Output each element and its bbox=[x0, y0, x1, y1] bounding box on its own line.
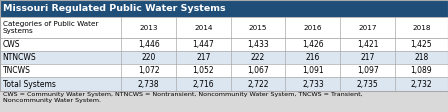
Text: 2015: 2015 bbox=[249, 25, 267, 31]
Text: Total Systems: Total Systems bbox=[3, 80, 56, 88]
Text: NTNCWS: NTNCWS bbox=[3, 53, 36, 62]
Text: 1,426: 1,426 bbox=[302, 40, 324, 49]
Text: 1,097: 1,097 bbox=[357, 66, 379, 75]
Text: 2016: 2016 bbox=[304, 25, 322, 31]
Text: 1,067: 1,067 bbox=[247, 66, 269, 75]
Bar bbox=[0, 77, 448, 91]
Text: 2,716: 2,716 bbox=[193, 80, 214, 88]
Text: 217: 217 bbox=[361, 53, 375, 62]
Text: 1,089: 1,089 bbox=[411, 66, 432, 75]
Text: 1,446: 1,446 bbox=[138, 40, 159, 49]
Bar bbox=[0, 38, 448, 51]
Bar bbox=[0, 51, 448, 64]
Bar bbox=[0, 17, 448, 38]
Text: 222: 222 bbox=[251, 53, 265, 62]
Text: 2,735: 2,735 bbox=[357, 80, 379, 88]
Text: Categories of Public Water
Systems: Categories of Public Water Systems bbox=[3, 21, 98, 34]
Text: 220: 220 bbox=[142, 53, 156, 62]
Text: 2,738: 2,738 bbox=[138, 80, 159, 88]
Text: 1,447: 1,447 bbox=[193, 40, 214, 49]
Text: 2,733: 2,733 bbox=[302, 80, 324, 88]
Text: 217: 217 bbox=[196, 53, 211, 62]
Text: 218: 218 bbox=[414, 53, 429, 62]
Bar bbox=[0, 0, 448, 17]
Text: 2017: 2017 bbox=[358, 25, 377, 31]
Text: 1,091: 1,091 bbox=[302, 66, 324, 75]
Text: TNCWS: TNCWS bbox=[3, 66, 30, 75]
Text: CWS = Community Water System, NTNCWS = Nontransient, Noncommunity Water System, : CWS = Community Water System, NTNCWS = N… bbox=[3, 92, 363, 103]
Text: 2,722: 2,722 bbox=[247, 80, 269, 88]
Text: 1,052: 1,052 bbox=[193, 66, 214, 75]
Bar bbox=[0, 91, 448, 112]
Bar bbox=[0, 0, 448, 91]
Text: 2,732: 2,732 bbox=[411, 80, 432, 88]
Text: 1,425: 1,425 bbox=[411, 40, 432, 49]
Text: 1,421: 1,421 bbox=[357, 40, 379, 49]
Text: 2018: 2018 bbox=[412, 25, 431, 31]
Text: 2014: 2014 bbox=[194, 25, 213, 31]
Text: CWS: CWS bbox=[3, 40, 20, 49]
Text: 2013: 2013 bbox=[139, 25, 158, 31]
Bar bbox=[0, 64, 448, 77]
Text: 1,072: 1,072 bbox=[138, 66, 159, 75]
Text: 216: 216 bbox=[306, 53, 320, 62]
Text: 1,433: 1,433 bbox=[247, 40, 269, 49]
Text: Missouri Regulated Public Water Systems: Missouri Regulated Public Water Systems bbox=[3, 4, 226, 13]
